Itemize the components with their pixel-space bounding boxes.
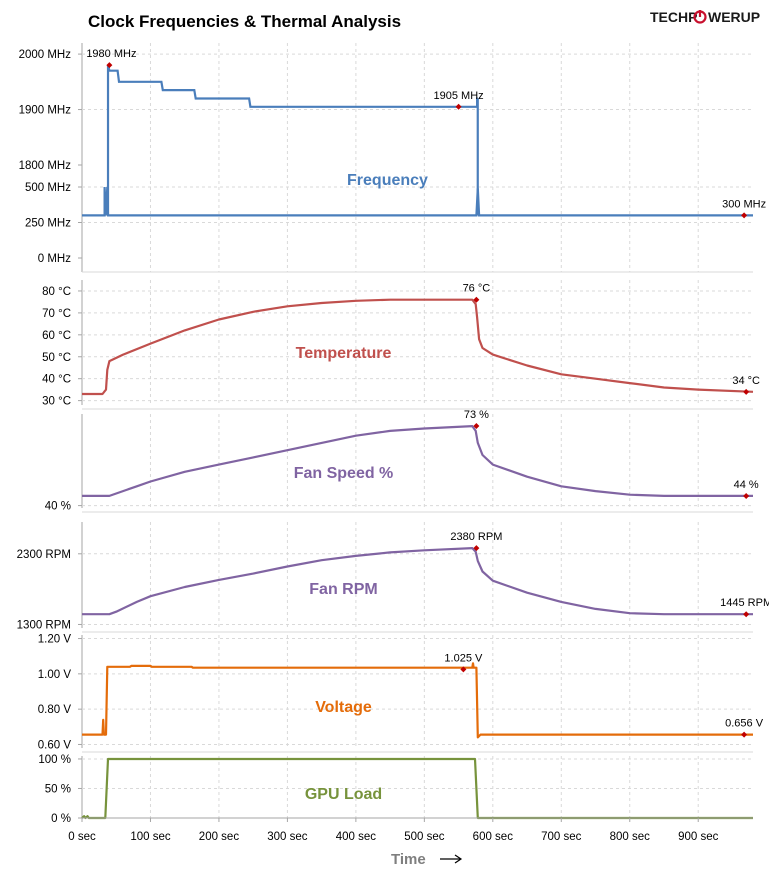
panel-gpu-load: 0 % 50 % 100 % GPU Load [38,754,753,825]
x-tick-label: 0 sec [68,831,96,843]
panel-fan-speed: 40 % 73 % 44 % Fan Speed % [45,409,759,513]
value-marker [743,388,750,395]
y-tick-label: 1.00 V [38,669,72,681]
y-tick-label: 40 % [45,501,71,513]
x-tick-label: 400 sec [336,831,377,843]
y-tick-label: 50 % [45,783,71,795]
chart-panels: 1800 MHz 1900 MHz 2000 MHz 0 MHz 250 MHz 500 … [17,43,769,825]
panel-title-frequency: Frequency [347,172,428,189]
x-axis-label: Time [391,851,426,868]
panel-temperature: 30 °C 40 °C 50 °C 60 °C 70 °C 80 °C 76 °C 34 °C… [42,280,760,410]
series-line-temperature [82,298,754,396]
data-label: 0.656 V [725,718,764,730]
data-label: 1980 MHz [86,48,136,60]
value-marker [473,423,480,430]
data-label: 73 % [464,409,489,421]
y-tick-label: 30 °C [42,396,71,408]
y-tick-label: 250 MHz [25,218,71,230]
panel-title-voltage: Voltage [315,699,372,716]
y-tick-label: 2000 MHz [19,49,72,61]
series-line-frequency-low [82,186,753,217]
x-tick-label: 600 sec [473,831,514,843]
x-axis: 0 sec 100 sec 200 sec 300 sec 400 sec 500 sec… [68,817,753,843]
y-tick-label: 50 °C [42,352,71,364]
x-tick-label: 700 sec [541,831,582,843]
arrow-right-icon [440,854,463,864]
data-label: 2380 RPM [450,531,502,543]
data-label: 44 % [734,479,759,491]
panel-voltage: 0.60 V 0.80 V 1.00 V 1.20 V 1.025 V 0.656 V Vo… [38,634,764,753]
series-line-fan-speed [82,425,753,497]
value-marker [460,666,467,673]
logo-text-prefix: TECHP [650,9,697,25]
x-tick-label: 200 sec [199,831,240,843]
panel-frequency: 1800 MHz 1900 MHz 2000 MHz 0 MHz 250 MHz 500 … [19,43,766,273]
data-label: 1.025 V [444,652,483,664]
x-tick-label: 900 sec [678,831,719,843]
logo-text-suffix: WERUP [708,9,760,25]
y-tick-label: 500 MHz [25,182,71,194]
x-tick-label: 100 sec [130,831,171,843]
value-marker [741,212,748,219]
value-marker [473,296,480,303]
value-marker [743,492,750,499]
x-tick-label: 500 sec [404,831,445,843]
series-line-voltage [82,662,753,739]
data-label: 300 MHz [722,198,766,210]
value-marker [106,62,113,69]
techpowerup-logo: TECHP WERUP [650,9,760,25]
value-marker [455,103,462,110]
data-label: 1445 RPM [720,597,769,609]
y-tick-label: 0 % [51,813,71,825]
x-tick-label: 800 sec [610,831,651,843]
series-line-frequency-high [106,64,479,108]
series-line-fan-rpm [82,547,753,616]
panel-fan-rpm: 1300 RPM 2300 RPM 2380 RPM 1445 RPM Fan RPM [17,522,769,633]
y-tick-label: 70 °C [42,308,71,320]
x-tick-label: 300 sec [267,831,308,843]
y-tick-label: 80 °C [42,286,71,298]
value-marker [473,545,480,552]
chart-title: Clock Frequencies & Thermal Analysis [88,12,401,31]
y-tick-label: 40 °C [42,374,71,386]
value-marker [741,731,748,738]
panel-title-temperature: Temperature [296,345,392,362]
panel-title-fan-speed: Fan Speed % [294,465,394,482]
data-label: 34 °C [732,375,760,387]
panel-title-gpu-load: GPU Load [305,786,382,803]
data-label: 76 °C [463,283,491,295]
data-label: 1905 MHz [434,90,484,102]
panel-title-fan-rpm: Fan RPM [309,581,377,598]
y-tick-label: 0.80 V [38,704,72,716]
y-tick-label: 1900 MHz [19,105,72,117]
y-tick-label: 2300 RPM [17,549,71,561]
y-tick-label: 0 MHz [38,253,71,265]
y-tick-label: 60 °C [42,330,71,342]
y-tick-label: 1800 MHz [19,160,72,172]
value-marker [743,611,750,618]
y-tick-label: 1.20 V [38,634,72,646]
y-tick-label: 1300 RPM [17,619,71,631]
y-tick-label: 0.60 V [38,739,72,751]
y-tick-label: 100 % [38,754,71,766]
